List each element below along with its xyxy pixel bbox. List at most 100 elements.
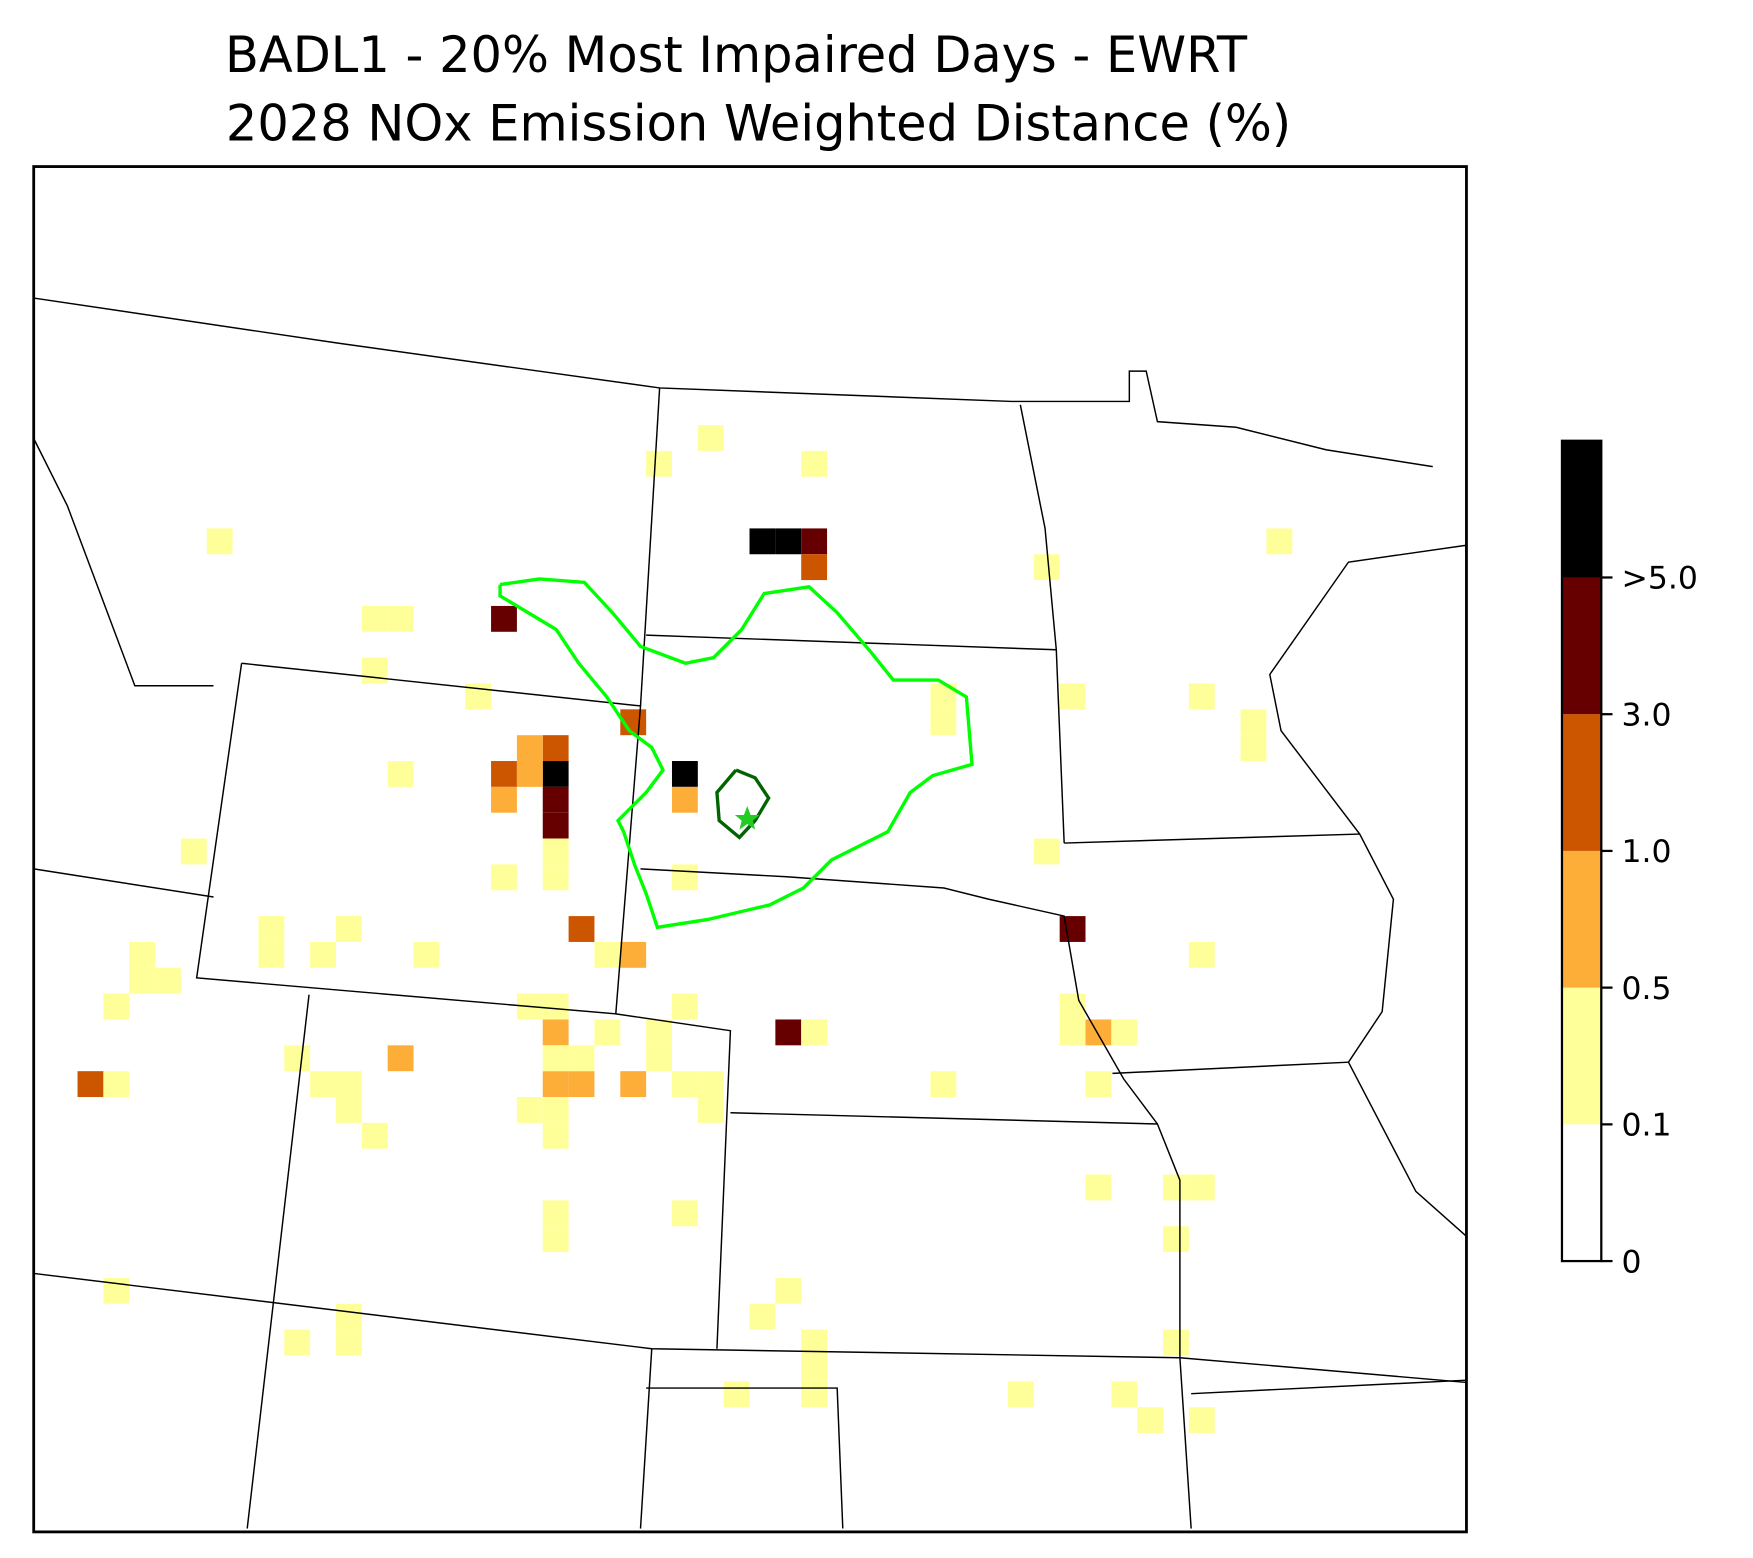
grid-cell (1188, 1407, 1215, 1434)
grid-cell (491, 605, 517, 632)
grid-cell (1188, 1174, 1215, 1201)
grid-cell (1111, 1019, 1138, 1046)
grid-cell (749, 1303, 776, 1330)
grid-cell (775, 1277, 802, 1304)
grid-cell (620, 941, 647, 968)
grid-cell (284, 1045, 311, 1072)
grid-cell (1033, 554, 1060, 581)
grid-cell (568, 1045, 595, 1072)
grid-cell (516, 1097, 543, 1123)
grid-cell (361, 1122, 388, 1149)
grid-cell (1085, 1019, 1112, 1046)
grid-cell (180, 838, 207, 865)
grid-cell (620, 1071, 647, 1098)
grid-cell (335, 1303, 362, 1330)
grid-cell (671, 1200, 698, 1227)
grid-cell (801, 554, 828, 581)
grid-cell (671, 993, 698, 1020)
grid-cell (646, 450, 672, 477)
colorbar-segment (1561, 440, 1602, 578)
grid-cell (801, 1019, 828, 1046)
grid-cell (1266, 528, 1293, 555)
grid-cell (335, 1071, 362, 1098)
grid-cell (335, 916, 362, 942)
grid-cell (310, 1071, 336, 1098)
colorbar: 0 0.1 0.5 1.0 3.0 >5.0 (1560, 439, 1698, 1280)
grid-cell (1033, 838, 1060, 865)
grid-cell (594, 1019, 621, 1046)
map-frame (32, 165, 1468, 1534)
grid-cell (491, 864, 517, 891)
grid-cell (491, 761, 517, 787)
colorbar-tick-label: 0.1 (1622, 1108, 1672, 1144)
colorbar-tick-label: 0 (1622, 1244, 1642, 1280)
grid-cell (1163, 1174, 1189, 1201)
grid-cell (697, 1071, 724, 1098)
grid-cell (801, 1381, 828, 1408)
grid-cell (542, 1226, 569, 1253)
grid-cell (1240, 709, 1267, 736)
grid-cell (129, 941, 156, 968)
grid-cell (1007, 1381, 1034, 1408)
colorbar-tick-label: 0.5 (1622, 971, 1672, 1007)
grid-cell (1085, 1174, 1112, 1201)
grid-cell (1137, 1407, 1164, 1434)
grid-cell (542, 838, 569, 865)
colorbar-tick-label: 1.0 (1622, 834, 1672, 870)
grid-cell (1188, 941, 1215, 968)
cells (77, 425, 1293, 1434)
colorbar-segment (1561, 987, 1602, 1125)
grid-cell (1111, 1381, 1138, 1408)
grid-cell (801, 1355, 828, 1382)
grid-cell (1059, 1019, 1086, 1046)
grid-cell (258, 916, 285, 942)
grid-cell (646, 1019, 672, 1046)
grid-cell (542, 1045, 569, 1072)
grid-cell (155, 967, 181, 994)
contour-outer (498, 577, 974, 930)
grid-cell (1059, 916, 1086, 942)
grid-cell (387, 1045, 414, 1072)
grid-cell (1163, 1329, 1189, 1356)
grid-cell (542, 1097, 569, 1123)
grid-cell (568, 916, 595, 942)
grid-cell (542, 761, 569, 787)
grid-cell (542, 1071, 569, 1098)
grid-cell (413, 941, 440, 968)
grid-cell (542, 1122, 569, 1149)
grid-cell (1059, 993, 1086, 1020)
colorbar-segment (1561, 1124, 1602, 1262)
grid-cell (542, 812, 569, 839)
grid-cell (594, 941, 621, 968)
grid-cell (103, 993, 130, 1020)
grid-cell (387, 605, 414, 632)
colorbar-tick-label: >5.0 (1622, 561, 1698, 597)
grid-cell (697, 1097, 724, 1123)
grid-cell (361, 605, 388, 632)
grid-cell (930, 709, 957, 736)
grid-cell (1240, 735, 1267, 762)
state-borders (33, 297, 1467, 1529)
grid-cell (335, 1097, 362, 1123)
grid-cell (568, 1071, 595, 1098)
grid-cell (258, 941, 285, 968)
grid-cell (1163, 1226, 1189, 1253)
grid-cell (310, 941, 336, 968)
grid-cell (801, 528, 828, 555)
grid-cell (387, 761, 414, 787)
grid-cell (284, 1329, 311, 1356)
grid-cell (930, 1071, 957, 1098)
title: BADL1 - 20% Most Impaired Days - EWRT (225, 26, 1248, 84)
grid-cell (542, 993, 569, 1020)
grid-cell (516, 761, 543, 787)
grid-cell (542, 786, 569, 813)
grid-cell (671, 761, 698, 787)
grid-cell (516, 735, 543, 762)
grid-cell (671, 864, 698, 891)
grid-cell (491, 786, 517, 813)
colorbar-segment (1561, 714, 1602, 851)
site-marker (734, 805, 760, 830)
grid-cell (77, 1071, 104, 1098)
grid-cell (671, 1071, 698, 1098)
grid-cell (542, 735, 569, 762)
